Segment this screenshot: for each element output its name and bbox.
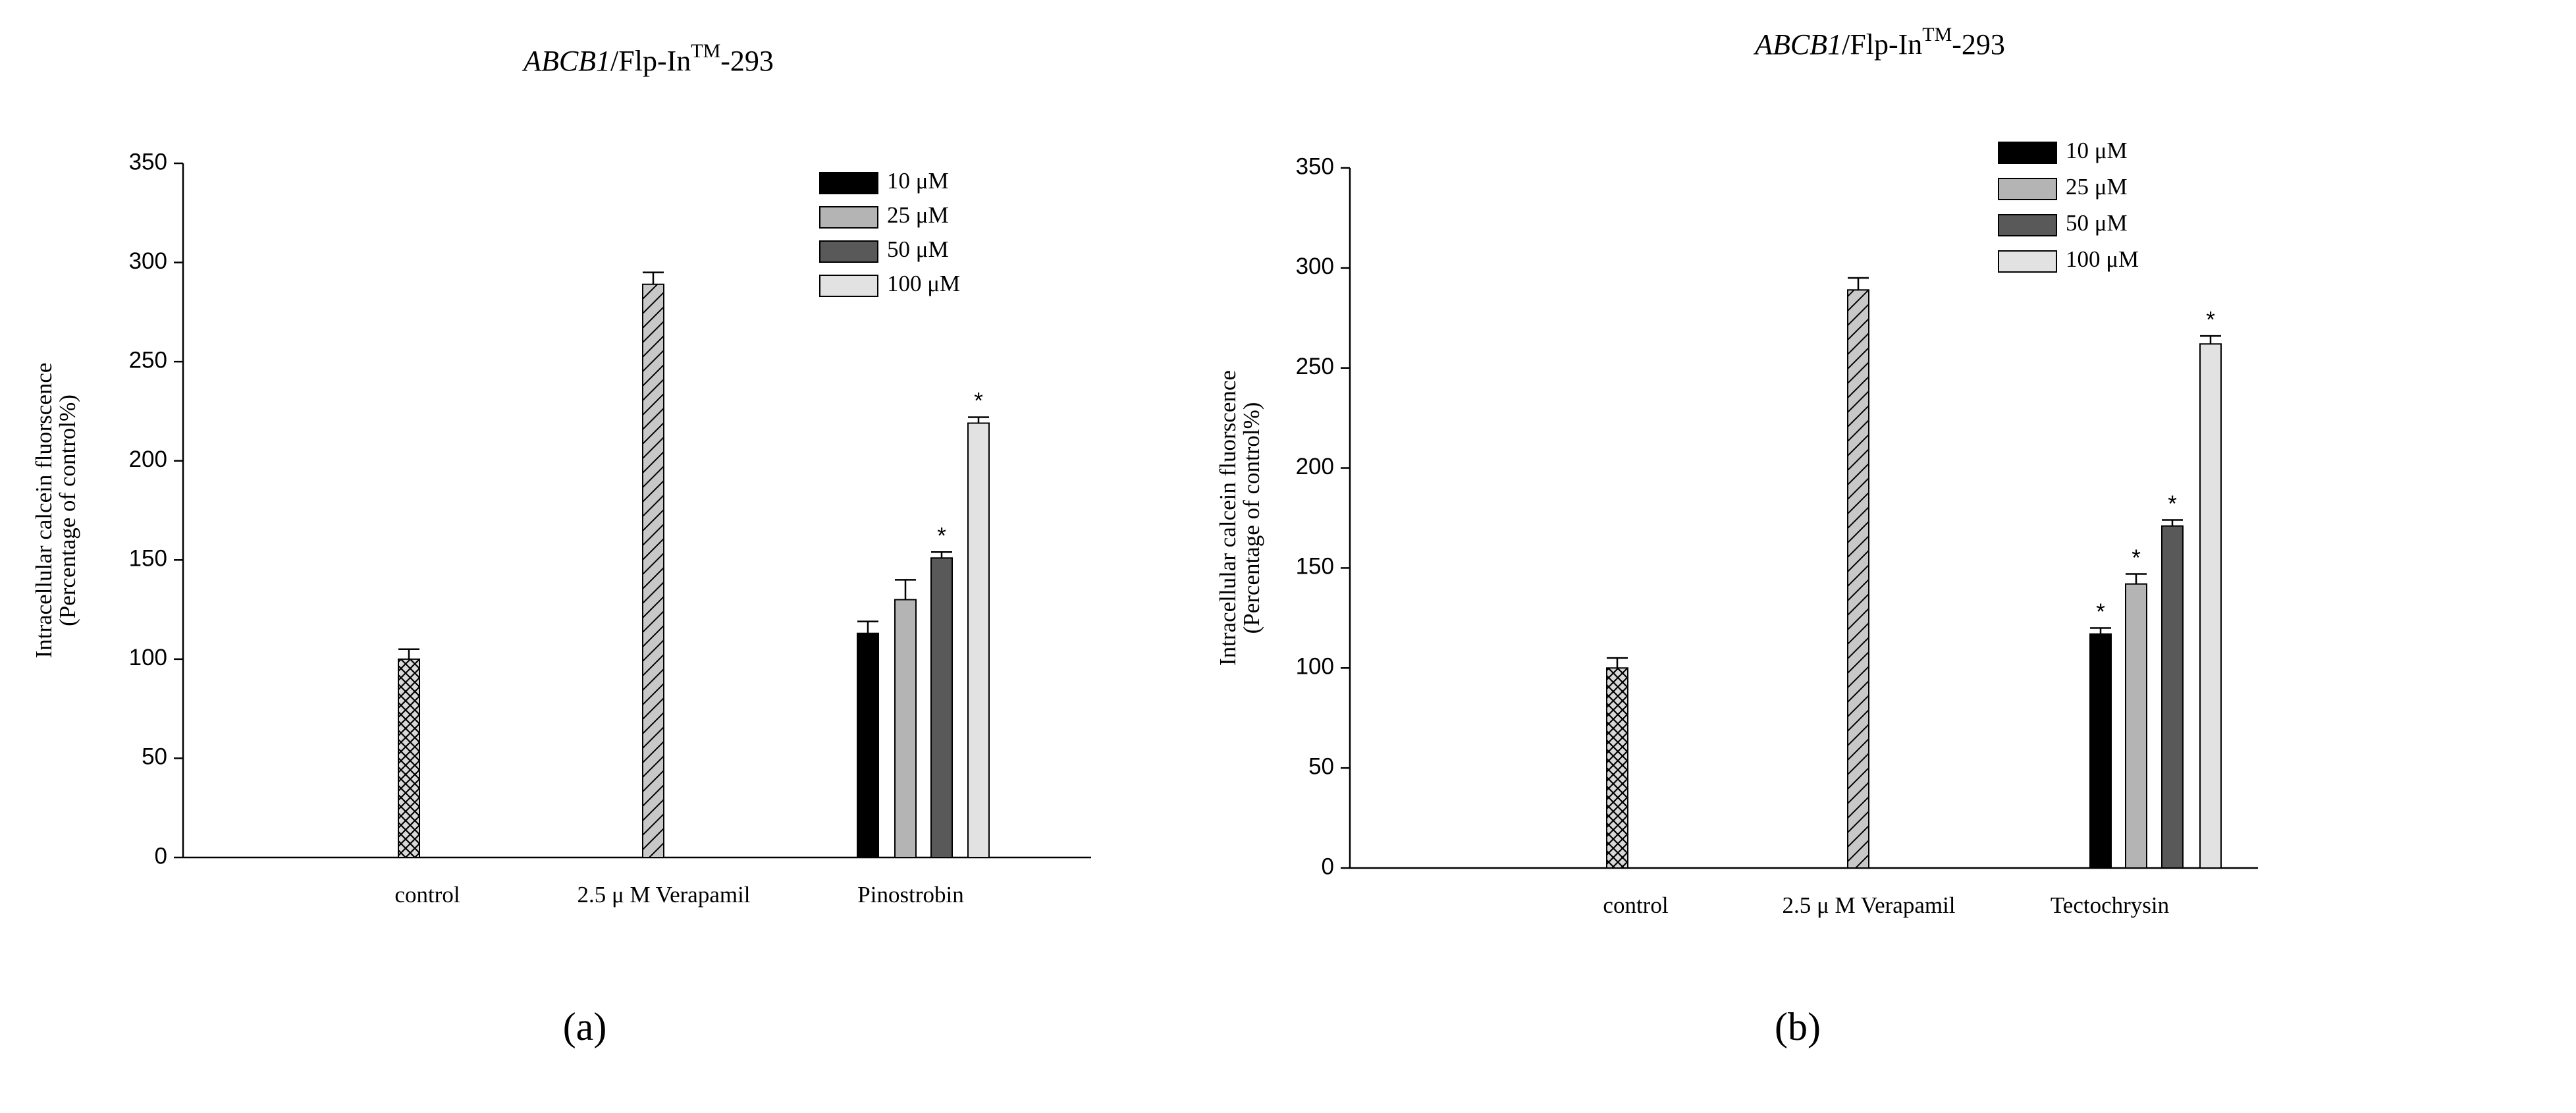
significance-marker: * [2168,491,2177,517]
legend-swatch [1998,250,2057,273]
bar [2161,525,2184,869]
error-bar [1848,277,1869,290]
error-bar [2126,573,2147,584]
error-bar [2200,335,2221,344]
title-part: ABCB1 [522,45,610,77]
y-axis-label: (Percentage of control%) [55,394,80,626]
error-bar [895,579,916,600]
error-bar [398,648,419,659]
y-tick-label: 100 [129,645,167,670]
error-bar [2090,627,2111,634]
y-tick-label: 0 [155,843,167,869]
legend-label: 50 μM [2066,210,2128,236]
y-axis-label: Intracellular calcein fluorscence [1215,370,1241,666]
y-tick-label: 50 [142,744,167,770]
title-part: /Flp-In [610,45,691,77]
legend-label: 10 μM [887,168,949,194]
y-tick-label: 300 [1296,254,1334,279]
legend-swatch [1998,142,2057,164]
y-tick-label: 150 [1296,554,1334,580]
error-bar [1607,657,1628,668]
legend-label: 25 μM [887,202,949,228]
legend-swatch [1998,178,2057,200]
y-axis-label: (Percentage of control%) [1239,402,1264,634]
x-tick-label: control [394,882,460,908]
title-part: TM [1922,24,1952,45]
error-bar [643,271,664,285]
bar [398,658,420,858]
x-tick-label: 2.5 μ M Verapamil [1782,892,1955,918]
legend-swatch [819,240,878,263]
title-part: TM [691,40,720,62]
y-tick-label: 150 [129,546,167,572]
bar [1847,289,1869,869]
legend-label: 100 μM [887,271,960,296]
significance-marker: * [2132,545,2141,571]
bar [894,599,917,858]
y-tick-label: 250 [1296,354,1334,379]
x-tick-label: control [1603,892,1668,918]
x-tick-label: Tectochrysin [2051,892,2169,918]
y-tick-label: 350 [129,149,167,175]
y-tick-label: 300 [129,248,167,274]
significance-marker: * [2206,307,2215,333]
title-part: -293 [720,45,774,77]
bar [857,632,879,858]
bar [967,422,990,858]
panel-label: (a) [563,1005,607,1048]
y-tick-label: 200 [129,447,167,472]
bar [930,557,953,858]
x-tick-label: Pinostrobin [857,882,963,908]
error-bar [931,551,952,558]
bar [2125,583,2147,869]
bar [642,283,664,858]
bar [1606,667,1628,869]
legend-swatch [819,275,878,297]
chart-title: ABCB1/Flp-InTM-293 [1753,24,2005,61]
y-axis-label: Intracellular calcein fluorscence [31,363,57,659]
y-tick-label: 200 [1296,454,1334,479]
y-tick-label: 350 [1296,153,1334,179]
legend-label: 25 μM [2066,174,2128,200]
legend-label: 50 μM [887,236,949,262]
bar [2089,633,2112,869]
title-part: ABCB1 [1753,28,1842,61]
error-bar [2162,519,2183,526]
error-bar [968,416,989,423]
x-tick-label: 2.5 μ M Verapamil [577,882,750,908]
significance-marker: * [2096,599,2105,625]
y-tick-label: 100 [1296,654,1334,680]
legend-swatch [819,206,878,229]
legend-label: 100 μM [2066,246,2139,272]
legend-label: 10 μM [2066,138,2128,163]
y-tick-label: 0 [1322,854,1334,879]
significance-marker: * [974,389,983,414]
legend-swatch [819,172,878,194]
error-bar [857,620,878,634]
y-tick-label: 50 [1308,753,1334,779]
y-tick-label: 250 [129,347,167,373]
bar [2199,343,2222,869]
legend-swatch [1998,214,2057,236]
chart-title: ABCB1/Flp-InTM-293 [522,40,774,77]
title-part: -293 [1952,28,2005,61]
title-part: /Flp-In [1842,28,1922,61]
panel-label: (b) [1775,1005,1821,1048]
significance-marker: * [937,523,946,549]
